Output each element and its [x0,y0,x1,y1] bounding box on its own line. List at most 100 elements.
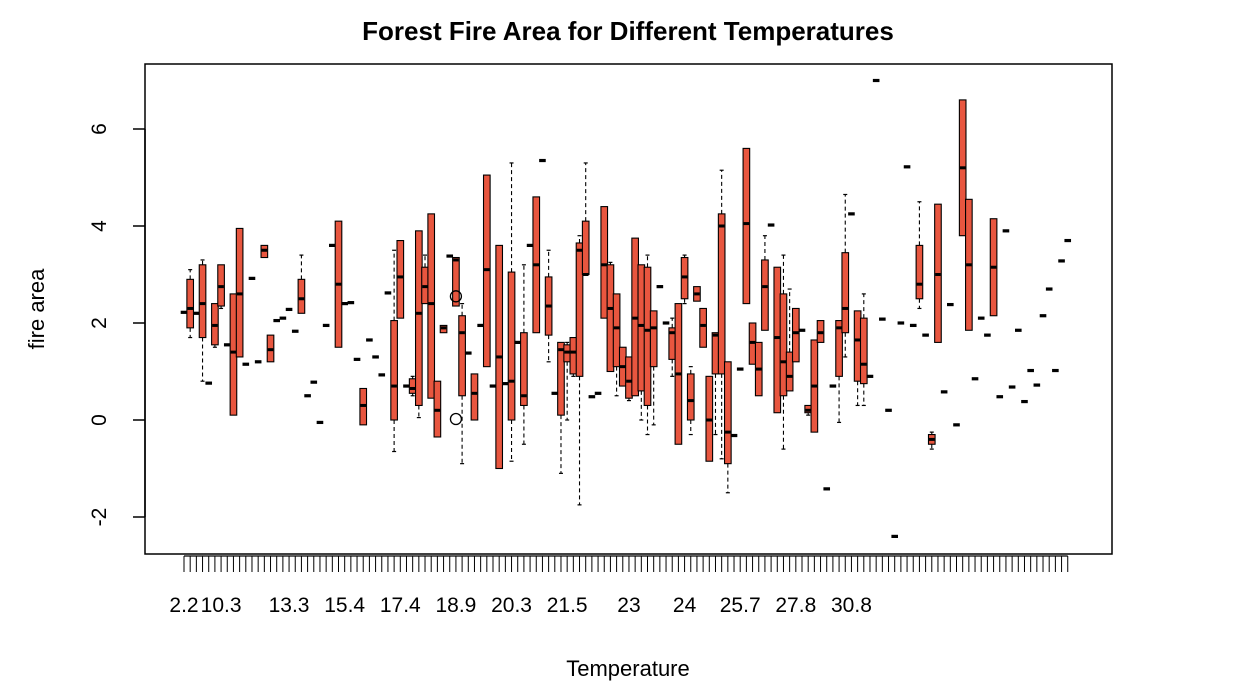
box [984,333,991,337]
box [891,534,898,538]
box-median [341,302,348,306]
box [242,362,250,366]
box [291,329,299,333]
box [1015,328,1022,332]
box-median [903,165,911,169]
box-median [378,373,386,377]
box [656,285,664,289]
box-median [730,433,738,438]
box-median [180,310,188,314]
box [260,244,269,259]
box-body [761,259,769,331]
box [304,394,311,398]
box [618,346,627,387]
box-median [285,307,293,312]
box [977,316,985,320]
x-tick-label: 17.4 [380,594,421,617]
box [366,338,373,342]
box [1045,287,1053,291]
box [723,361,732,494]
x-tick-label: 2.2 [169,594,198,617]
box [575,235,584,506]
x-axis: 2.2 10.3 13.3 15.4 17.4 18.9 20.3 21.5 23 24 25.7 2… [169,555,1069,617]
box [940,390,948,394]
box-median [446,254,454,258]
box [649,310,658,426]
box-median [1058,259,1065,263]
box [1039,314,1047,318]
box [791,307,800,363]
box [341,302,348,306]
box-median [539,158,546,163]
box-median [767,223,775,227]
box [848,212,855,216]
box-median [1015,328,1022,332]
box-median [996,395,1004,399]
x-tick-label: 18.9 [435,594,476,617]
box [742,147,751,305]
box [495,244,504,470]
box-median [1045,287,1053,291]
box-median [223,343,231,347]
box-body [390,320,398,421]
box [180,310,188,314]
box-median [353,357,361,361]
box [680,254,689,305]
box [1021,399,1028,404]
box-body [575,242,584,377]
y-tick-label: -2 [88,508,111,527]
box-median [254,360,262,364]
box [414,230,423,419]
box [947,302,954,307]
box-body [853,310,862,382]
box [507,162,516,462]
box-median [872,78,880,83]
outlier-point [449,412,463,426]
box [879,317,886,321]
box-median [248,276,256,280]
box [686,366,695,436]
box-body [612,293,621,368]
box [520,264,528,445]
box-median [1002,229,1010,233]
box [785,288,794,392]
box [551,391,559,395]
x-tick-label: 10.3 [201,594,242,617]
box [643,254,652,436]
box [427,213,436,399]
box [334,220,343,348]
box-median [594,391,602,395]
box-body [452,256,460,307]
box [482,174,491,368]
box [477,323,484,328]
box [217,264,225,310]
box-median [662,321,670,325]
box [625,356,633,402]
box [273,318,280,323]
box [316,420,324,425]
box-body [711,332,720,375]
box-median [922,333,929,337]
box [396,240,405,319]
box-median [984,333,991,337]
box [198,259,207,382]
box [1033,383,1041,387]
box-body [297,278,306,314]
box [421,254,429,305]
box-body [637,264,646,392]
box-median [384,291,392,295]
box [748,322,757,365]
box [705,375,714,462]
box-median [798,328,806,332]
box-median [205,381,213,385]
box [193,311,200,315]
box [903,165,911,169]
x-tick-label: 27.8 [775,594,816,617]
box [922,333,929,337]
box-body [458,315,466,397]
x-tick-label: 23 [617,594,640,617]
box-body [600,206,609,319]
box [353,357,361,361]
box [711,332,720,436]
